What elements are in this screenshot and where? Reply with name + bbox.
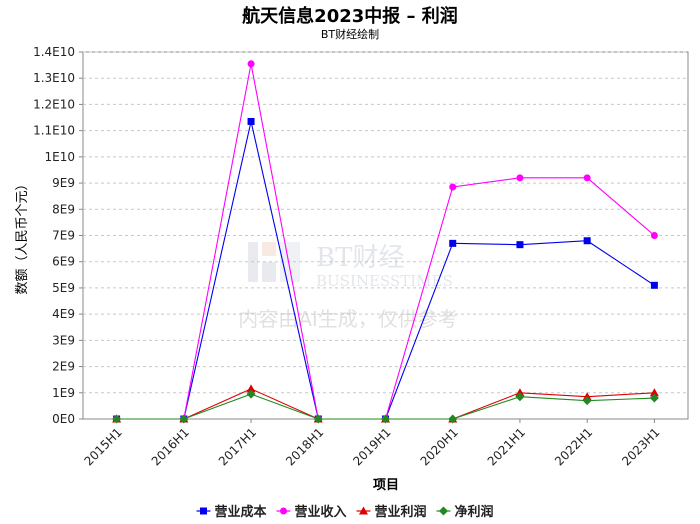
x-tick-label: 2021H1 [485, 425, 528, 468]
data-point [247, 117, 255, 125]
legend-label: 净利润 [455, 504, 494, 520]
data-point [650, 232, 658, 239]
legend-label: 营业收入 [295, 504, 347, 520]
legend-item-1: 营业收入 [276, 504, 347, 520]
data-point [583, 174, 591, 182]
y-tick-label: 8E9 [52, 202, 75, 216]
legend-marker [280, 507, 287, 515]
data-point [649, 388, 659, 397]
data-point [516, 174, 524, 182]
data-point [381, 414, 390, 424]
data-point [449, 183, 457, 191]
data-point [448, 414, 458, 424]
watermark-logo-dot [262, 242, 276, 256]
watermark-brand: BT财经 [316, 243, 404, 273]
data-point [246, 384, 256, 393]
x-tick-label: 2015H1 [81, 425, 124, 468]
data-point [313, 414, 323, 424]
y-tick-label: 1.4E10 [33, 45, 75, 59]
data-point [583, 237, 591, 245]
legend-label: 营业利润 [375, 504, 427, 520]
x-tick-label: 2020H1 [418, 425, 461, 468]
data-point [247, 60, 255, 68]
y-tick-label: 9E9 [52, 176, 75, 190]
y-tick-label: 3E9 [52, 333, 75, 347]
series-3 [112, 389, 659, 424]
x-tick-label: 2019H1 [350, 425, 393, 468]
chart-subtitle: BT财经绘制 [320, 28, 380, 41]
x-tick-label: 2022H1 [552, 425, 595, 468]
y-tick-label: 1.1E10 [33, 124, 75, 138]
y-tick-label: 1E9 [52, 386, 75, 400]
watermark-logo-block [262, 262, 276, 282]
y-tick-label: 4E9 [52, 307, 75, 321]
x-tick-label: 2016H1 [149, 425, 192, 468]
data-point [246, 389, 256, 399]
legend-marker [200, 507, 207, 515]
x-axis-label: 项目 [373, 478, 399, 493]
y-axis: 0E0 1E9 2E9 3E9 4E9 5E9 6E9 7E9 8E9 9E9 1E10 1.1E10… [33, 45, 83, 426]
y-tick-label: 6E9 [52, 255, 75, 269]
y-tick-label: 0E0 [52, 412, 75, 426]
y-tick-label: 1.3E10 [33, 71, 75, 85]
watermark-brand-en: BUSINESSTIMES [316, 272, 453, 290]
y-tick-label: 1E10 [45, 150, 76, 164]
x-axis: 2015H1 2016H1 2017H1 2018H1 2019H1 2020H1 2021… [81, 419, 663, 468]
legend-marker [359, 506, 368, 515]
y-tick-label: 2E9 [52, 360, 75, 374]
x-tick-label: 2017H1 [216, 425, 259, 468]
data-point [516, 241, 524, 249]
y-tick-label: 7E9 [52, 229, 75, 243]
plot-area [112, 60, 659, 424]
x-tick-label: 2018H1 [283, 425, 326, 468]
data-point [515, 392, 525, 402]
y-tick-label: 5E9 [52, 281, 75, 295]
data-point [112, 414, 122, 424]
data-point [179, 414, 189, 424]
y-tick-label: 1.2E10 [33, 97, 75, 111]
watermark-notice: 内容由AI生成，仅供参考 [238, 307, 458, 331]
y-axis-label: 数额（人民币个元） [15, 177, 30, 294]
data-point [649, 393, 659, 403]
legend-item-3: 净利润 [436, 504, 494, 520]
data-point [650, 281, 658, 289]
legend: 营业成本 营业收入 营业利润 净利润 [196, 504, 494, 520]
watermark: BT财经 BUSINESSTIMES 内容由AI生成，仅供参考 [238, 242, 458, 331]
legend-marker [439, 506, 448, 516]
chart-title: 航天信息2023中报 – 利润 [242, 6, 458, 27]
data-point [582, 396, 592, 406]
x-tick-label: 2023H1 [619, 425, 662, 468]
grid-lines [82, 51, 689, 420]
data-point [449, 239, 457, 247]
legend-item-2: 营业利润 [356, 504, 427, 520]
legend-item-0: 营业成本 [196, 504, 267, 520]
legend-label: 营业成本 [215, 504, 267, 520]
